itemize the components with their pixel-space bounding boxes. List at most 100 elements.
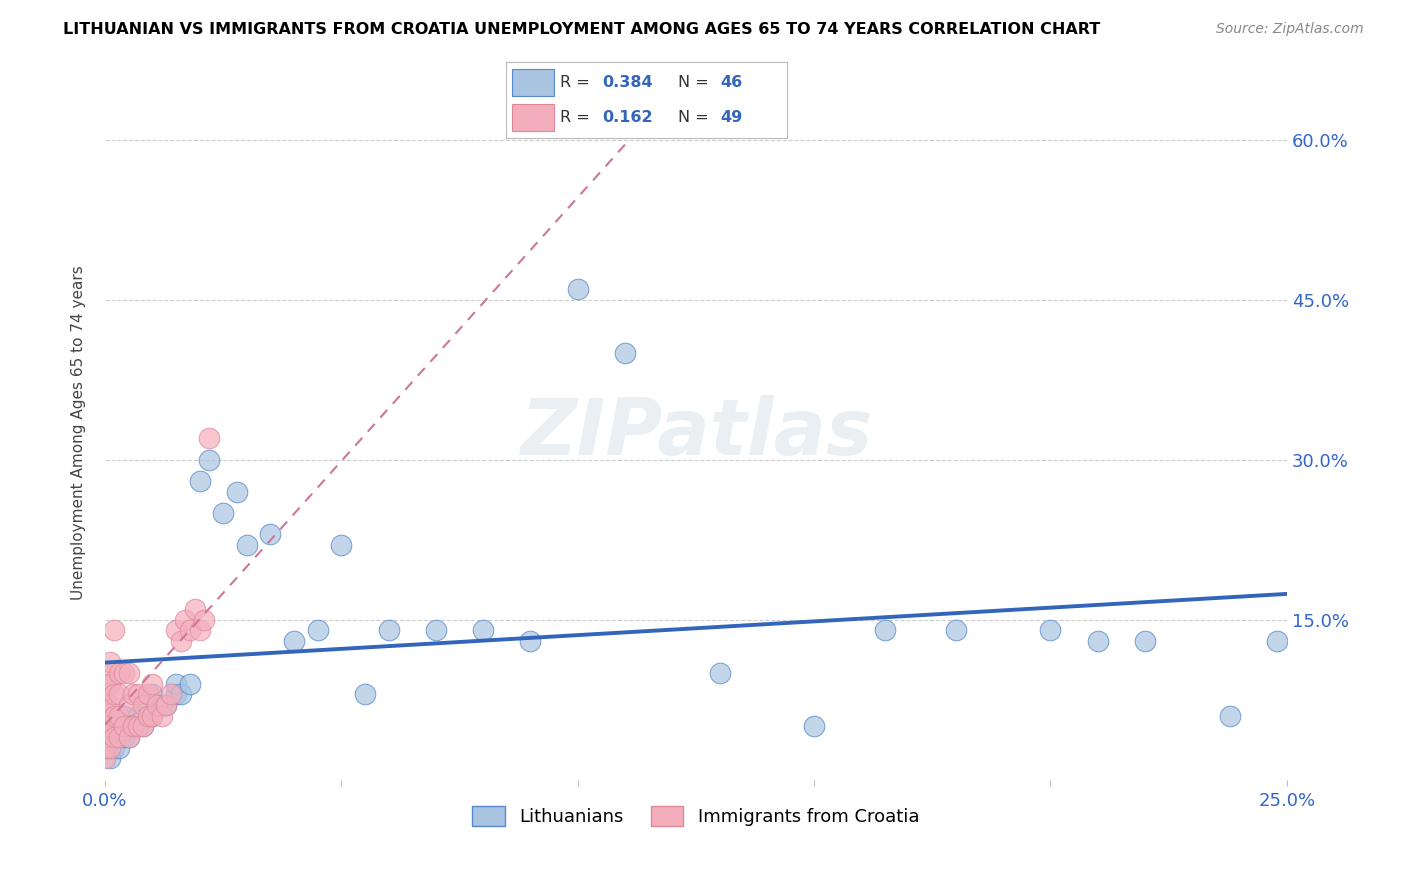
Point xyxy=(803,719,825,733)
Text: R =: R = xyxy=(560,110,599,125)
Point xyxy=(98,655,121,669)
Point xyxy=(198,452,221,467)
Legend: Lithuanians, Immigrants from Croatia: Lithuanians, Immigrants from Croatia xyxy=(465,798,927,833)
Point xyxy=(150,708,173,723)
Text: 0.384: 0.384 xyxy=(602,75,652,90)
Point xyxy=(141,676,163,690)
Text: R =: R = xyxy=(560,75,595,90)
Point xyxy=(146,698,169,712)
Point xyxy=(117,665,139,680)
Point xyxy=(98,698,121,712)
Point xyxy=(98,676,121,690)
Point xyxy=(377,624,399,638)
Point xyxy=(519,634,541,648)
Point xyxy=(165,624,187,638)
Point xyxy=(136,708,159,723)
Text: N =: N = xyxy=(678,75,714,90)
Point xyxy=(1267,634,1289,648)
Text: 0.162: 0.162 xyxy=(602,110,652,125)
Point xyxy=(108,730,131,744)
Point xyxy=(132,719,155,733)
Text: N =: N = xyxy=(678,110,714,125)
Point xyxy=(103,730,125,744)
Point xyxy=(103,624,125,638)
Point xyxy=(179,624,201,638)
Point xyxy=(141,708,163,723)
Point xyxy=(1133,634,1156,648)
Point xyxy=(98,719,121,733)
Point xyxy=(307,624,329,638)
Point xyxy=(226,484,249,499)
Point xyxy=(94,698,117,712)
Point xyxy=(108,665,131,680)
Point xyxy=(283,634,305,648)
Point xyxy=(122,719,145,733)
Point xyxy=(155,698,177,712)
Point xyxy=(136,687,159,701)
Point xyxy=(94,740,117,755)
Point xyxy=(179,676,201,690)
Point xyxy=(354,687,377,701)
Point xyxy=(188,624,211,638)
Point xyxy=(108,708,131,723)
Point xyxy=(259,527,281,541)
Y-axis label: Unemployment Among Ages 65 to 74 years: Unemployment Among Ages 65 to 74 years xyxy=(72,266,86,600)
Point xyxy=(1087,634,1109,648)
Point xyxy=(108,687,131,701)
Point xyxy=(136,698,159,712)
Point xyxy=(1219,708,1241,723)
Point xyxy=(94,708,117,723)
FancyBboxPatch shape xyxy=(512,104,554,131)
Point xyxy=(122,719,145,733)
Point xyxy=(155,698,177,712)
Point xyxy=(165,676,187,690)
Point xyxy=(108,719,131,733)
Point xyxy=(614,346,637,360)
Text: ZIPatlas: ZIPatlas xyxy=(520,395,872,471)
Point xyxy=(132,698,155,712)
Point xyxy=(117,730,139,744)
Point xyxy=(117,730,139,744)
Point xyxy=(169,634,191,648)
Point xyxy=(117,719,139,733)
Point xyxy=(709,665,731,680)
Point xyxy=(160,687,183,701)
Point xyxy=(94,719,117,733)
Point xyxy=(112,719,135,733)
Point xyxy=(132,719,155,733)
Point xyxy=(425,624,447,638)
Point xyxy=(212,506,235,520)
Point xyxy=(330,538,353,552)
Point xyxy=(127,687,149,701)
Point xyxy=(98,751,121,765)
Point xyxy=(127,719,149,733)
Point xyxy=(188,474,211,488)
Point xyxy=(94,676,117,690)
Point xyxy=(174,613,197,627)
Point xyxy=(117,698,139,712)
Point xyxy=(108,740,131,755)
Point xyxy=(198,431,221,445)
FancyBboxPatch shape xyxy=(512,69,554,95)
Point xyxy=(103,730,125,744)
Point xyxy=(873,624,896,638)
Point xyxy=(103,708,125,723)
Point xyxy=(94,730,117,744)
Text: 49: 49 xyxy=(720,110,742,125)
Point xyxy=(94,687,117,701)
Point xyxy=(112,730,135,744)
Point xyxy=(169,687,191,701)
Point xyxy=(112,665,135,680)
Point xyxy=(98,740,121,755)
Point xyxy=(165,687,187,701)
Point xyxy=(472,624,495,638)
Point xyxy=(94,665,117,680)
Point xyxy=(103,687,125,701)
Point xyxy=(1039,624,1062,638)
Point xyxy=(94,751,117,765)
Text: LITHUANIAN VS IMMIGRANTS FROM CROATIA UNEMPLOYMENT AMONG AGES 65 TO 74 YEARS COR: LITHUANIAN VS IMMIGRANTS FROM CROATIA UN… xyxy=(63,22,1101,37)
Point xyxy=(141,687,163,701)
Point xyxy=(141,708,163,723)
Point xyxy=(184,602,207,616)
Point xyxy=(103,740,125,755)
